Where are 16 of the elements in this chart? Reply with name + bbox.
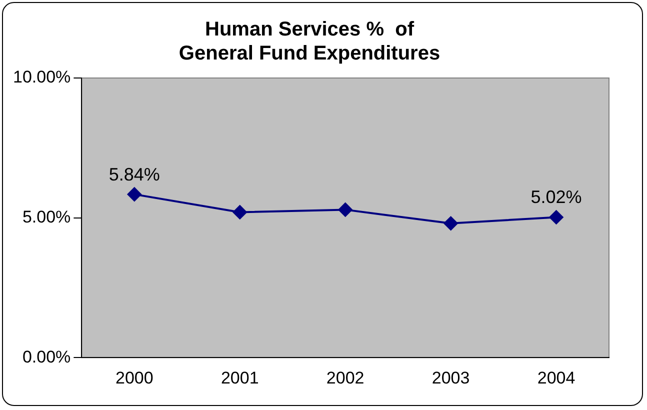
- chart-title: Human Services % of General Fund Expenditures: [178, 18, 440, 65]
- point: [127, 187, 142, 202]
- point: [444, 216, 458, 230]
- x-tick-label: 2000: [115, 368, 154, 388]
- y-tick-label: 10.00%: [12, 68, 71, 87]
- x-tick-label: 2004: [537, 368, 576, 388]
- data-label: 5.84%: [108, 164, 160, 184]
- point: [549, 210, 564, 224]
- point: [338, 202, 352, 217]
- x-tick-label: 2001: [220, 368, 259, 388]
- point: [232, 205, 247, 220]
- x-tick-label: 2003: [432, 368, 470, 388]
- x-tick-label: 2002: [326, 368, 364, 388]
- y-tick-label: 0.00%: [22, 347, 71, 366]
- data-label: 5.02%: [530, 187, 582, 208]
- y-tick-label: 5.00%: [22, 207, 71, 226]
